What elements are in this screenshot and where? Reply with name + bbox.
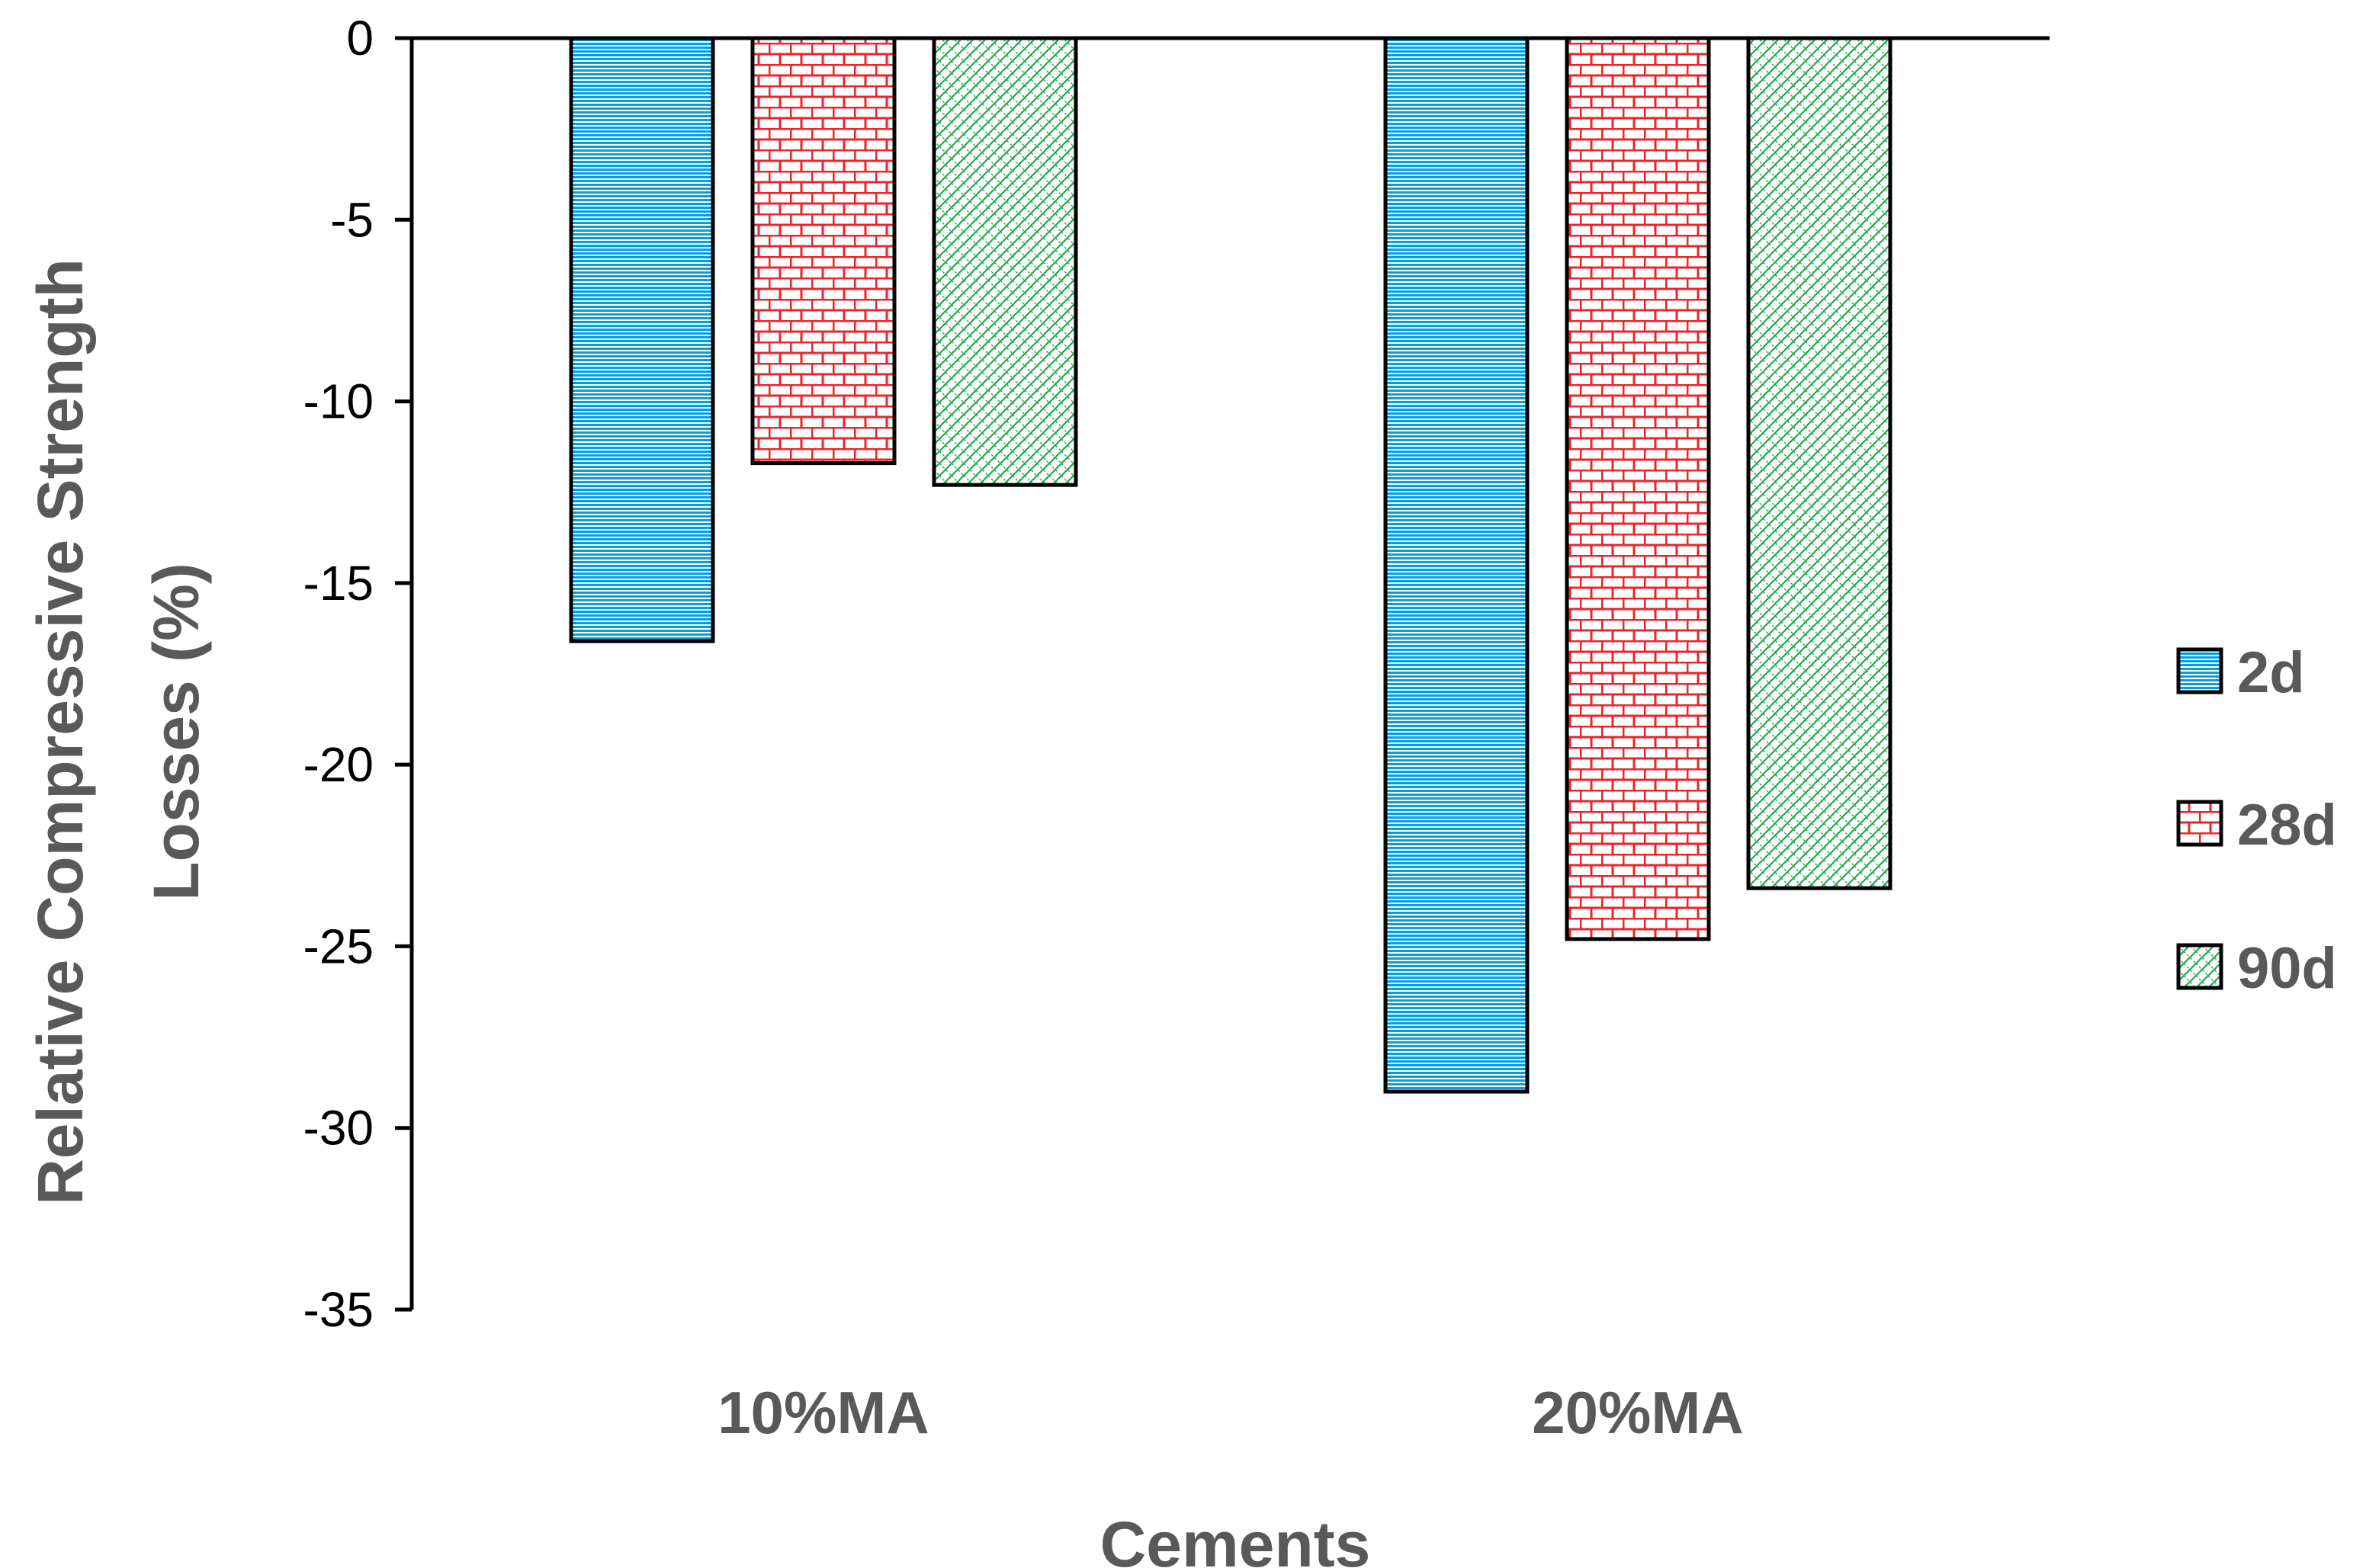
y-tick-label: -10 [303,374,374,429]
legend-swatch-2d [2176,647,2223,694]
x-axis-title: Cements [1100,1509,1371,1568]
y-tick-label: -35 [303,1282,374,1337]
y-tick-label: 0 [346,11,374,66]
legend-swatch-90d [2176,943,2223,990]
category-label: 10%MA [718,1379,929,1446]
legend-label-90d: 90d [2237,936,2337,1001]
bar-2d-10pctMA [569,36,715,643]
y-axis-title: Relative Compressive Strength Losses (%) [24,258,212,1205]
legend-label-2d: 2d [2237,640,2305,705]
bars [569,36,1892,1094]
bar-90d-20pctMA [1746,36,1892,890]
y-ticks: 0 -5 -10 -15 -20 -25 -30 -35 [303,11,412,1337]
y-axis-title-line-1: Relative Compressive Strength [24,258,96,1205]
bar-2d-20pctMA [1383,36,1530,1094]
bar-28d-20pctMA [1565,36,1711,941]
bar-28d-10pctMA [750,36,897,466]
y-tick-label: -20 [303,737,374,792]
legend-swatch-28d [2176,800,2223,847]
y-tick-label: -15 [303,556,374,611]
category-label: 20%MA [1532,1379,1743,1446]
bar-90d-10pctMA [932,36,1078,487]
y-axis-title-line-2: Losses (%) [140,563,212,900]
y-tick-label: -5 [330,192,374,247]
y-tick-label: -30 [303,1101,374,1156]
category-labels: 10%MA 20%MA [718,1379,1743,1446]
legend: 2d 28d 90d [2176,640,2337,1001]
y-tick-label: -25 [303,919,374,973]
legend-label-28d: 28d [2237,793,2337,858]
